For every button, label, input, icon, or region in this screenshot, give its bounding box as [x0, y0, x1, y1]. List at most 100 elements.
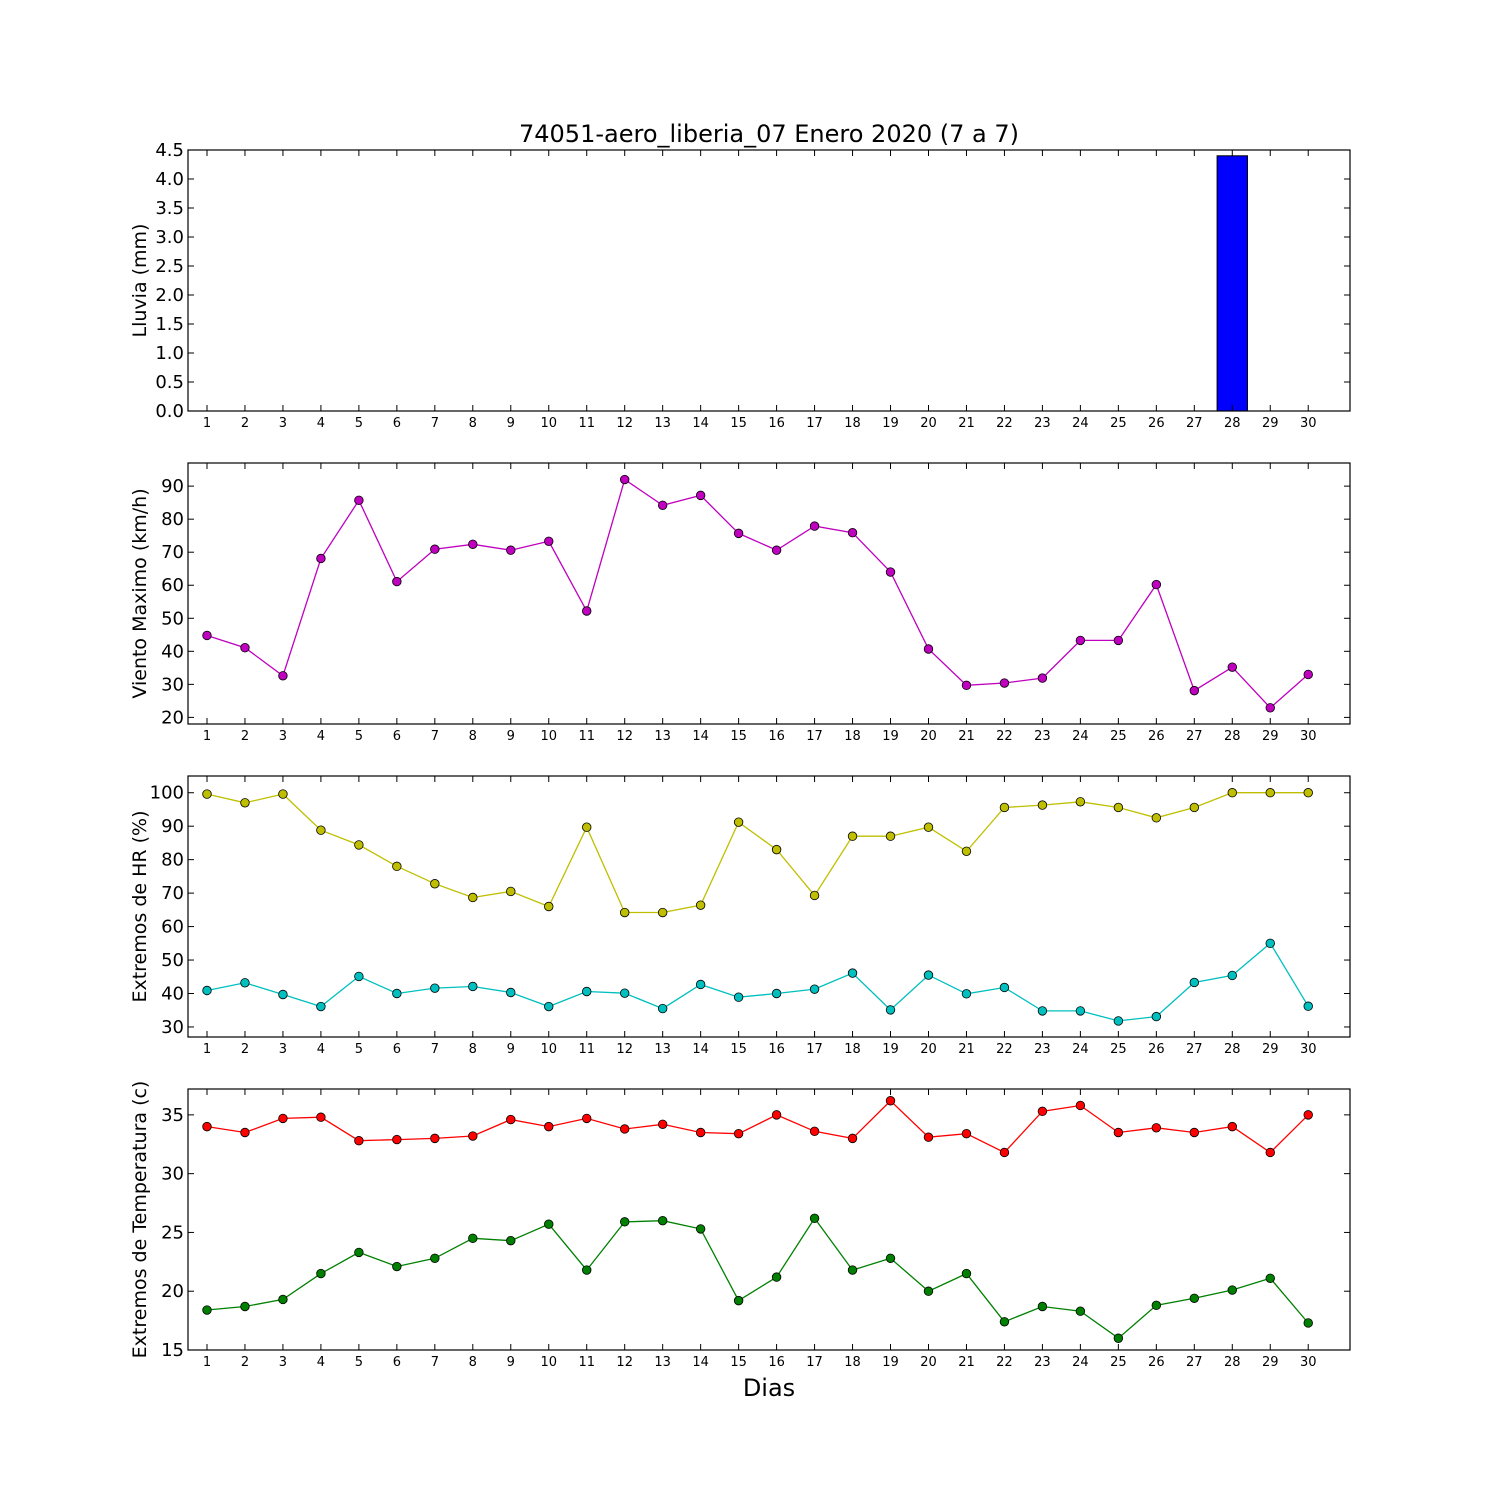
- y-tick-label: 3.5: [155, 198, 184, 219]
- data-point: [809, 1126, 820, 1137]
- data-point: [392, 988, 402, 999]
- axes-frame: [187, 462, 1351, 725]
- x-tick-label: 27: [1186, 729, 1203, 744]
- data-point: [202, 630, 212, 641]
- x-tick-label: 6: [393, 416, 401, 431]
- data-point: [809, 984, 820, 994]
- data-point: [1037, 1106, 1048, 1117]
- x-tick-label: 20: [920, 1042, 937, 1057]
- x-tick-label: 26: [1148, 729, 1165, 744]
- x-tick-label: 7: [431, 1355, 439, 1370]
- data-point: [278, 1113, 288, 1124]
- x-tick-label: 8: [469, 1042, 477, 1057]
- data-point: [809, 1213, 820, 1224]
- data-point: [923, 1132, 934, 1142]
- y-tick-label: 80: [161, 850, 184, 871]
- data-point: [582, 822, 592, 832]
- data-point: [657, 500, 668, 510]
- x-tick-label: 10: [540, 729, 557, 744]
- data-point: [544, 1219, 554, 1229]
- data-point: [430, 879, 440, 889]
- x-tick-label: 19: [882, 729, 899, 744]
- data-point: [733, 992, 744, 1002]
- y-tick-label: 90: [161, 476, 184, 497]
- x-tick-label: 17: [806, 416, 823, 431]
- data-point: [1303, 788, 1313, 798]
- data-point: [1113, 1333, 1124, 1343]
- x-tick-label: 13: [654, 1355, 671, 1370]
- x-tick-label: 30: [1300, 1042, 1317, 1057]
- axes-frame: [187, 149, 1351, 412]
- x-tick-label: 30: [1300, 729, 1317, 744]
- data-point: [999, 1317, 1010, 1327]
- x-tick-label: 14: [692, 1042, 709, 1057]
- x-tick-label: 3: [279, 1042, 287, 1057]
- data-point: [1113, 1127, 1124, 1138]
- data-point: [885, 1005, 896, 1015]
- y-tick-label: 25: [161, 1222, 184, 1243]
- data-point: [354, 840, 364, 850]
- x-tick-label: 21: [958, 729, 975, 744]
- data-point: [392, 1134, 402, 1145]
- axes-frame: [187, 1088, 1351, 1351]
- data-point: [923, 970, 934, 980]
- x-tick-label: 24: [1072, 416, 1089, 431]
- x-tick-label: 18: [844, 1355, 861, 1370]
- data-point: [354, 1136, 364, 1146]
- x-tick-label: 21: [958, 1042, 975, 1057]
- x-tick-label: 22: [996, 1042, 1013, 1057]
- y-tick-label: 3.0: [155, 227, 184, 248]
- x-tick-label: 21: [958, 416, 975, 431]
- x-tick-label: 15: [730, 729, 747, 744]
- y-tick-label: 40: [161, 984, 184, 1005]
- x-tick-label: 18: [844, 416, 861, 431]
- data-point: [506, 1235, 516, 1246]
- axes-frame: [187, 775, 1351, 1038]
- y-tick-label: 100: [150, 783, 184, 804]
- x-tick-label: 7: [431, 416, 439, 431]
- data-point: [1227, 788, 1237, 798]
- data-point: [582, 606, 592, 616]
- x-tick-label: 1: [203, 416, 211, 431]
- data-point: [544, 1001, 554, 1012]
- x-tick-label: 11: [578, 1355, 595, 1370]
- x-tick-label: 2: [241, 1355, 249, 1370]
- data-point: [923, 1286, 934, 1296]
- panel-1: 0.00.51.01.52.02.53.03.54.04.51 2 3 4 5 6 7 8 9 1…: [129, 140, 1351, 431]
- y-tick-label: 70: [161, 883, 184, 904]
- data-point: [961, 846, 972, 856]
- x-tick-label: 15: [730, 1355, 747, 1370]
- data-point: [202, 1305, 212, 1315]
- y-tick-label: 4.5: [155, 140, 184, 161]
- data-point: [695, 1127, 706, 1138]
- x-tick-label: 5: [355, 1355, 363, 1370]
- data-point: [582, 986, 592, 997]
- x-tick-label: 10: [540, 1355, 557, 1370]
- data-point: [657, 1215, 668, 1226]
- data-point: [1037, 1006, 1048, 1016]
- data-point: [582, 1265, 592, 1275]
- data-point: [657, 1119, 668, 1129]
- y-tick-label: 30: [161, 1017, 184, 1038]
- data-point: [1189, 1127, 1200, 1138]
- x-tick-label: 11: [578, 1042, 595, 1057]
- x-tick-label: 27: [1186, 416, 1203, 431]
- data-point: [619, 1124, 630, 1134]
- x-tick-label: 20: [920, 416, 937, 431]
- x-tick-label: 28: [1224, 1042, 1241, 1057]
- y-tick-label: 20: [161, 707, 184, 728]
- data-point: [999, 802, 1010, 813]
- y-axis-label: Viento Maximo (km/h): [129, 488, 151, 698]
- data-point: [619, 988, 630, 998]
- x-tick-label: 28: [1224, 1355, 1241, 1370]
- data-point: [1151, 813, 1162, 823]
- data-point: [847, 528, 858, 538]
- x-tick-label: 7: [431, 729, 439, 744]
- data-point: [809, 890, 820, 901]
- data-point: [506, 1114, 516, 1125]
- data-point: [885, 567, 896, 577]
- data-point: [771, 844, 782, 855]
- data-point: [999, 678, 1010, 688]
- x-tick-label: 19: [882, 416, 899, 431]
- x-tick-label: 17: [806, 1042, 823, 1057]
